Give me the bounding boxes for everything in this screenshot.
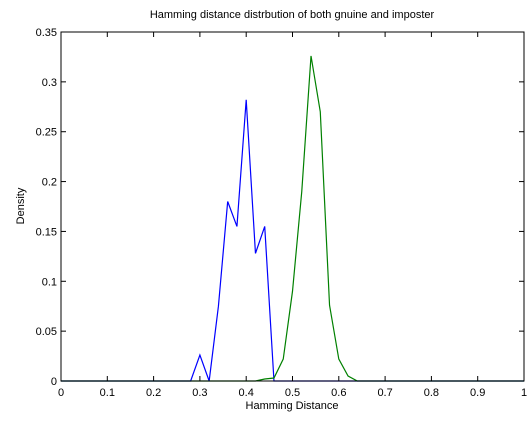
chart-title: Hamming distance distrbution of both gnu… [150, 9, 435, 21]
x-tick-label: 1 [521, 387, 527, 399]
series-line-blue [61, 99, 524, 382]
plot-area [61, 32, 524, 381]
x-axis-label: Hamming Distance [246, 400, 339, 412]
y-tick-label: 0.05 [36, 326, 57, 338]
y-tick-label: 0.1 [42, 276, 57, 288]
y-axis-label: Density [15, 187, 27, 224]
axes-box [60, 31, 525, 382]
y-tick-label: 0.25 [36, 127, 57, 139]
x-tick-label: 0.2 [146, 387, 161, 399]
x-tick-label: 0.7 [377, 387, 392, 399]
x-tick-label: 0.9 [470, 387, 485, 399]
y-tick-label: 0.15 [36, 226, 57, 238]
x-tick-label: 0.3 [192, 387, 207, 399]
x-tick-label: 0.8 [424, 387, 439, 399]
y-tick-label: 0.2 [42, 177, 57, 189]
x-tick-label: 0.6 [331, 387, 346, 399]
tick-layer: 0 0.1 0.2 0.3 0.4 0.5 0.6 0.7 0.8 0.9 1 0 0.05 0.1 0.1… [36, 27, 527, 399]
y-tick-label: 0 [51, 376, 57, 388]
series-line-green [61, 55, 524, 382]
series-layer [61, 55, 524, 382]
x-tick-label: 0.5 [285, 387, 300, 399]
x-tick-label: 0 [58, 387, 64, 399]
x-tick-label: 0.1 [100, 387, 115, 399]
y-tick-label: 0.3 [42, 77, 57, 89]
y-tick-label: 0.35 [36, 27, 57, 39]
x-tick-label: 0.4 [239, 387, 254, 399]
